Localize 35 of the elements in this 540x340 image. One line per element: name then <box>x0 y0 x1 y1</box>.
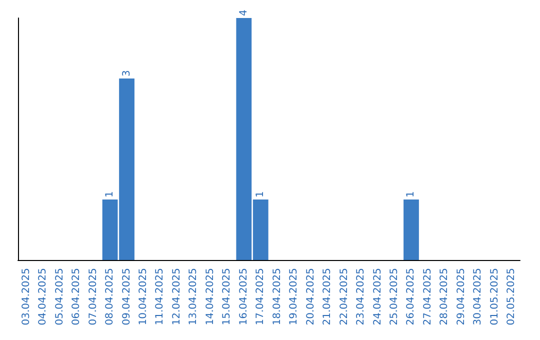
x-tick-label: 19.04.2025 <box>288 268 300 326</box>
x-tick-label: 13.04.2025 <box>188 268 200 326</box>
x-tick-label: 24.04.2025 <box>372 268 384 326</box>
data-label: 1 <box>255 191 266 198</box>
x-tick-label: 08.04.2025 <box>104 268 116 326</box>
x-tick-label: 15.04.2025 <box>222 268 233 326</box>
x-tick-label: 14.04.2025 <box>204 268 216 326</box>
x-tick-label: 01.05.2025 <box>489 268 500 326</box>
x-tick-label: 09.04.2025 <box>121 268 132 326</box>
x-tick-label: 16.04.2025 <box>238 268 250 326</box>
x-tick-label: 22.04.2025 <box>338 268 350 326</box>
x-tick-label: 05.04.2025 <box>54 268 66 326</box>
x-tick-label: 03.04.2025 <box>20 268 32 326</box>
x-tick-label: 23.04.2025 <box>356 268 367 326</box>
x-tick-label: 11.04.2025 <box>154 268 166 326</box>
x-tick-label: 20.04.2025 <box>305 268 316 326</box>
x-tick-label: 21.04.2025 <box>322 268 334 326</box>
x-tick-label: 10.04.2025 <box>138 268 149 326</box>
x-tick-label: 07.04.2025 <box>88 268 99 326</box>
x-tick-label: 17.04.2025 <box>255 268 266 326</box>
x-tick-label: 30.04.2025 <box>472 268 484 326</box>
x-tick-label: 28.04.2025 <box>439 268 450 326</box>
x-tick-label: 26.04.2025 <box>406 268 417 326</box>
data-label: 1 <box>406 191 417 198</box>
data-label: 1 <box>104 191 116 198</box>
x-tick-label: 27.04.2025 <box>422 268 434 326</box>
x-tick-label: 04.04.2025 <box>38 268 49 326</box>
data-label: 3 <box>121 70 132 76</box>
x-tick-label: 18.04.2025 <box>272 268 283 326</box>
x-tick-label: 29.04.2025 <box>456 268 467 326</box>
x-tick-label: 02.05.2025 <box>506 268 518 326</box>
x-tick-label: 06.04.2025 <box>71 268 82 326</box>
x-tick-label: 25.04.2025 <box>389 268 400 326</box>
x-tick-label: 12.04.2025 <box>171 268 182 326</box>
data-label: 4 <box>238 10 250 16</box>
